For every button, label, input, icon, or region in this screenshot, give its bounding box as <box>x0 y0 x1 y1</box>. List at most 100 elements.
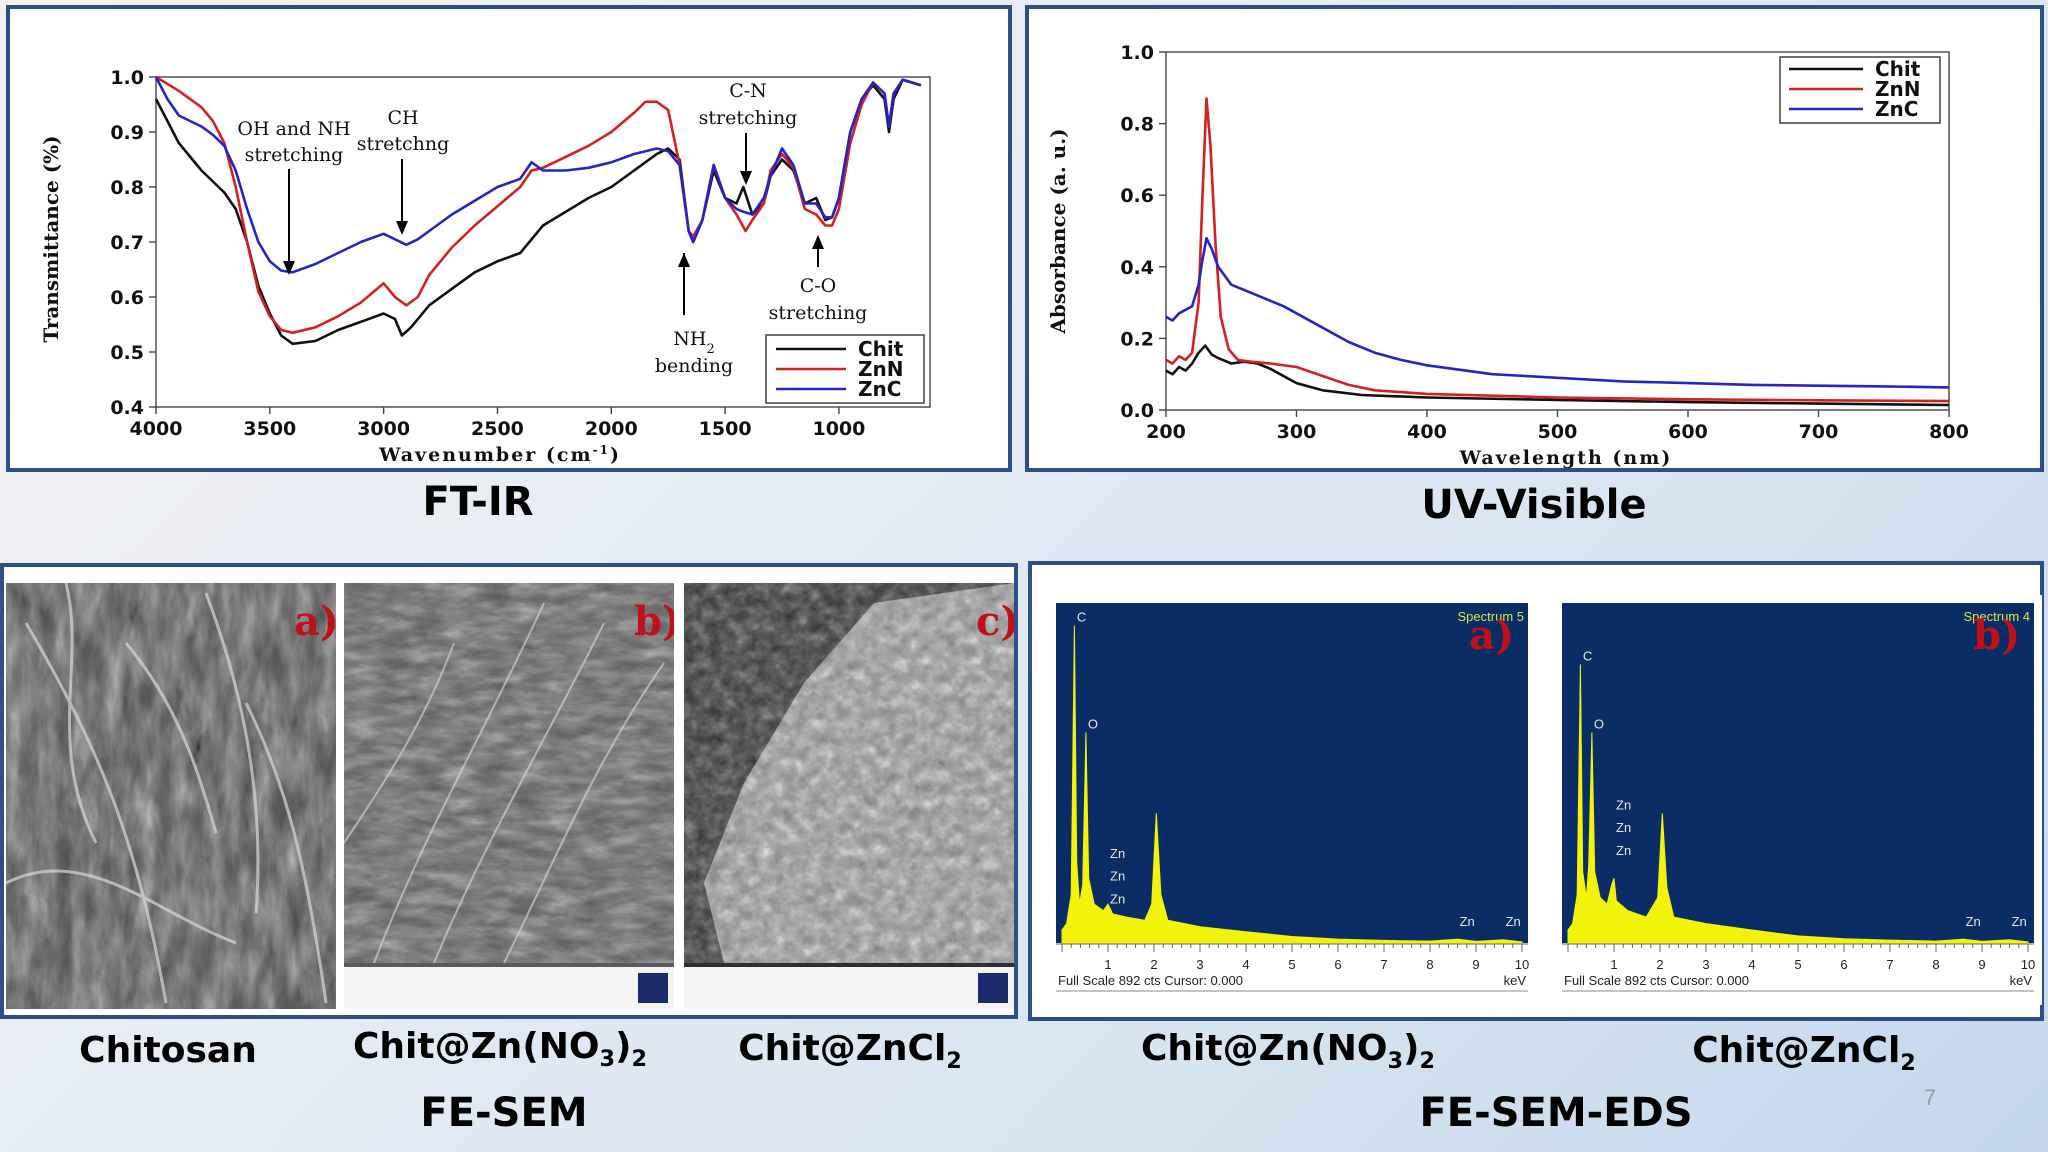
caption-eds-chit-zncl2: Chit@ZnCl2 <box>1692 1030 1916 1076</box>
eds-peak-label: Zn <box>1110 891 1125 906</box>
uv-ytick-label: 0.8 <box>1120 114 1154 136</box>
ftir-xlabel: Wavenumber (cm-1) <box>378 443 621 466</box>
eds-peak-label: Zn <box>2012 914 2027 929</box>
eds-peak-label: Zn <box>1460 914 1475 929</box>
ftir-annotation-co: C-O stretching <box>769 235 868 324</box>
eds-footer: Full Scale 892 cts Cursor: 0.000 <box>1564 973 1749 988</box>
eds-peak-label: Zn <box>1616 820 1631 835</box>
eds-xtick-label: 9 <box>1978 957 1985 972</box>
eds-peak-label: Zn <box>1110 869 1125 884</box>
eds-xtick-label: 6 <box>1840 957 1847 972</box>
ftir-annotation-nh2: NH2 bending <box>655 253 733 377</box>
caption-sem-chit-zn-no3: Chit@Zn(NO3)2 <box>353 1026 647 1072</box>
ftir-xtick-label: 2000 <box>585 418 638 440</box>
svg-text:C-O: C-O <box>800 275 837 297</box>
ftir-ytick-label: 0.9 <box>110 122 144 144</box>
eds-xlabel: keV <box>2010 973 2033 988</box>
caption-fesem-eds: FE-SEM-EDS <box>1419 1090 1692 1136</box>
ftir-legend: Chit ZnN ZnC <box>766 335 924 403</box>
ftir-ytick-label: 1.0 <box>110 67 144 89</box>
caption-sem-chit-zncl2: Chit@ZnCl2 <box>738 1028 962 1074</box>
uvvis-chart: 200 300 400 500 600 700 8000.00.20.40.60.81.0 … <box>1029 9 2040 468</box>
eds-spectrum-b: C O Zn Zn Zn Zn Zn Spectrum 4 b) 1 2 3 4 5 6 7 8 9 10 keV Fu… <box>1554 595 2042 1005</box>
uv-xlabel: Wavelength (nm) <box>1459 447 1673 468</box>
uv-xtick-label: 800 <box>1929 421 1969 443</box>
ftir-xtick-label: 2500 <box>471 418 524 440</box>
eds-xtick-label: 1 <box>1104 957 1111 972</box>
eds-xtick-label: 9 <box>1472 957 1479 972</box>
uv-xtick-label: 600 <box>1668 421 1708 443</box>
uv-xtick-label: 400 <box>1407 421 1447 443</box>
fesem-panel: a) b) <box>0 563 1018 1019</box>
eds-xtick-label: 8 <box>1932 957 1939 972</box>
sem-letter-a: a) <box>294 598 336 645</box>
uv-series-chit <box>1166 346 1949 405</box>
eds-panel-letter: b) <box>1973 612 2020 659</box>
eds-xtick-label: 10 <box>1515 957 1529 972</box>
eds-xtick-label: 10 <box>2021 957 2035 972</box>
eds-peak-label: Zn <box>1966 914 1981 929</box>
eds-xtick-label: 1 <box>1610 957 1617 972</box>
caption-uvvis: UV-Visible <box>1421 482 1646 528</box>
eds-xlabel: keV <box>1504 973 1527 988</box>
eds-xtick-label: 2 <box>1150 957 1157 972</box>
uv-ytick-label: 0.6 <box>1120 185 1154 207</box>
ftir-annotation-ch: CH stretchng <box>357 107 450 235</box>
eds-xtick-label: 5 <box>1288 957 1295 972</box>
ftir-ylabel: Transmittance (%) <box>39 135 63 342</box>
eds-peak-label: Zn <box>1616 843 1631 858</box>
eds-peak-label: O <box>1088 716 1098 731</box>
eds-peak-label: C <box>1077 609 1086 624</box>
ftir-xtick-label: 4000 <box>130 418 183 440</box>
uv-ylabel: Absorbance (a. u.) <box>1046 128 1070 334</box>
eds-peak-label: O <box>1594 716 1604 731</box>
uv-xtick-label: 300 <box>1277 421 1317 443</box>
uv-ytick-label: 0.0 <box>1120 400 1154 422</box>
sem-image-chitosan: a) <box>6 583 336 1009</box>
ftir-chart: 4000 3500 3000 2500 2000 1500 1000 0.4 0.5 0.6 0.7… <box>10 9 1008 468</box>
caption-ftir: FT-IR <box>422 479 533 525</box>
caption-sem-chitosan: Chitosan <box>79 1030 257 1071</box>
sem-image-chit-zncl2: c) <box>684 583 1014 1009</box>
ftir-panel: 4000 3500 3000 2500 2000 1500 1000 0.4 0.5 0.6 0.7… <box>6 5 1012 472</box>
ftir-ytick-label: 0.6 <box>110 287 144 309</box>
svg-text:OH and NH: OH and NH <box>237 118 350 140</box>
svg-text:ZnC: ZnC <box>1875 97 1918 121</box>
sem-letter-b: b) <box>634 598 674 645</box>
uv-series-znn <box>1166 99 1949 402</box>
uv-legend: Chit ZnN ZnC <box>1780 57 1940 123</box>
eds-xtick-label: 8 <box>1426 957 1433 972</box>
svg-text:ZnC: ZnC <box>858 377 901 401</box>
eds-peak-label: C <box>1583 648 1592 663</box>
ftir-ytick-label: 0.5 <box>110 342 144 364</box>
ftir-xtick-label: 1000 <box>812 418 865 440</box>
ftir-ytick-label: 0.4 <box>110 397 144 419</box>
eds-footer: Full Scale 892 cts Cursor: 0.000 <box>1058 973 1243 988</box>
svg-text:C-N: C-N <box>729 80 767 102</box>
caption-eds-chit-zn-no3: Chit@Zn(NO3)2 <box>1141 1028 1435 1074</box>
eds-spectrum-a: C O Zn Zn Zn Zn Zn Spectrum 5 a) 1 2 3 4 5 6 7 8 9 10 keV Fu… <box>1048 595 1536 1005</box>
ftir-xtick-label: 1500 <box>699 418 752 440</box>
uv-ytick-label: 0.2 <box>1120 328 1154 350</box>
svg-text:stretching: stretching <box>699 107 798 129</box>
eds-xtick-label: 4 <box>1242 957 1249 972</box>
sem-letter-c: c) <box>976 598 1014 645</box>
svg-text:NH2: NH2 <box>673 328 714 357</box>
eds-xtick-label: 4 <box>1748 957 1755 972</box>
eds-panel-letter: a) <box>1469 612 1514 659</box>
uvvis-panel: 200 300 400 500 600 700 800 0.0 0.2 0.4 0.6 0.8 1.0 … <box>1025 5 2044 472</box>
uv-xtick-label: 200 <box>1146 421 1186 443</box>
eds-xtick-label: 3 <box>1196 957 1203 972</box>
eds-plot-area <box>1562 603 2034 943</box>
eds-xtick-label: 2 <box>1656 957 1663 972</box>
eds-xtick-label: 6 <box>1334 957 1341 972</box>
eds-plot-area <box>1056 603 1528 943</box>
uv-xtick-label: 700 <box>1799 421 1839 443</box>
caption-fesem: FE-SEM <box>420 1090 587 1136</box>
eds-peak-label: Zn <box>1110 846 1125 861</box>
eds-peak-label: Zn <box>1506 914 1521 929</box>
ftir-xtick-label: 3000 <box>357 418 410 440</box>
svg-text:CH: CH <box>387 107 418 129</box>
eds-xtick-label: 3 <box>1702 957 1709 972</box>
ftir-series-znc <box>156 77 921 272</box>
